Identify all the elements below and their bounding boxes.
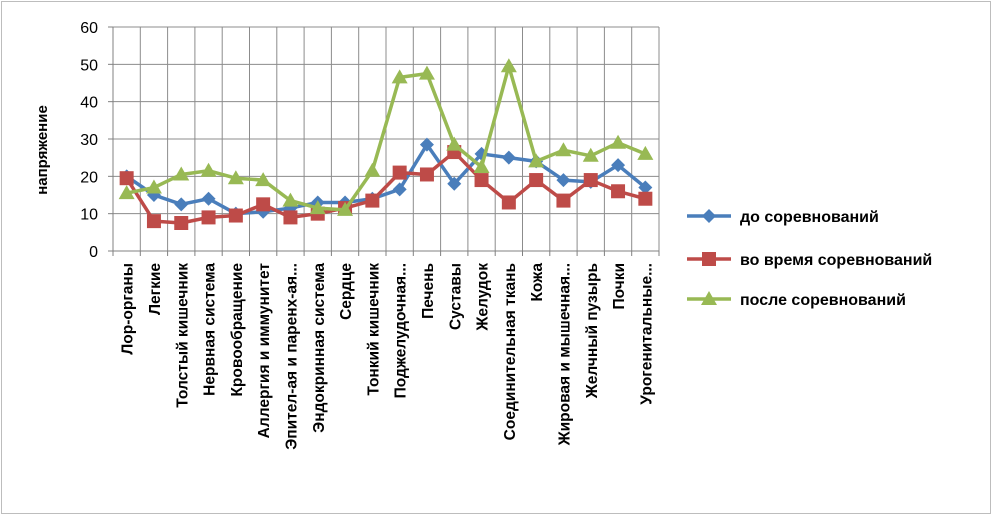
data-point-triangle — [637, 145, 654, 160]
data-point-triangle — [701, 291, 717, 305]
data-point-diamond — [201, 191, 216, 206]
x-category-label: Тонкий кишечник — [365, 263, 382, 396]
data-point-triangle — [364, 162, 381, 177]
data-point-square — [702, 252, 716, 266]
x-category-label: Лор-органы — [120, 263, 137, 355]
data-point-square — [529, 173, 544, 188]
data-point-diamond — [174, 197, 189, 212]
data-point-square — [365, 193, 380, 208]
series-3 — [118, 58, 654, 216]
data-point-triangle — [145, 179, 162, 194]
data-point-square — [638, 191, 653, 206]
legend-label: во время соревнований — [740, 252, 932, 269]
data-point-square — [556, 193, 571, 208]
legend-item: до соревнований — [687, 209, 879, 226]
y-tick-label: 40 — [80, 95, 98, 112]
data-point-diamond — [419, 137, 434, 152]
data-point-triangle — [200, 162, 217, 177]
data-point-triangle — [227, 170, 244, 185]
legend-label: после соревнований — [740, 292, 906, 309]
data-point-square — [501, 195, 516, 210]
x-category-label: Аллергия и иммунитет — [256, 263, 273, 439]
data-point-triangle — [309, 200, 326, 215]
data-point-triangle — [173, 166, 190, 181]
data-point-triangle — [255, 172, 272, 187]
data-point-diamond — [556, 173, 571, 188]
axes — [108, 26, 660, 256]
data-point-square — [474, 173, 489, 188]
legend-item: во время соревнований — [687, 252, 932, 269]
series-line — [125, 142, 647, 216]
series-group — [118, 58, 654, 230]
x-category-label: Соединительная ткань — [502, 263, 519, 440]
data-point-diamond — [702, 209, 716, 223]
data-point-square — [283, 210, 298, 225]
y-tick-label: 20 — [80, 169, 98, 186]
data-point-triangle — [500, 58, 517, 73]
x-category-label: Нервная система — [202, 263, 219, 396]
x-category-label: Легкие — [147, 263, 164, 315]
x-category-label: Почки — [611, 263, 628, 310]
data-point-diamond — [611, 158, 626, 173]
data-point-triangle — [582, 147, 599, 162]
data-point-triangle — [118, 185, 135, 200]
y-tick-label: 50 — [80, 57, 98, 74]
x-category-label: Кожа — [529, 263, 546, 302]
x-category-label: Кровообращение — [229, 263, 246, 397]
y-tick-label: 30 — [80, 132, 98, 149]
data-point-square — [228, 208, 243, 223]
data-point-triangle — [391, 69, 408, 84]
y-axis-label: напряжение — [34, 105, 51, 195]
x-category-label: Жировая и мышечная... — [556, 263, 573, 446]
data-point-square — [392, 165, 407, 180]
data-point-square — [174, 216, 189, 230]
data-point-square — [256, 197, 271, 212]
data-point-triangle — [610, 134, 627, 149]
data-point-diamond — [638, 180, 653, 195]
x-category-labels: Лор-органы Легкие Толстый кишечник Нервная … — [120, 263, 656, 450]
x-category-label: Желудок — [475, 263, 492, 332]
data-point-triangle — [446, 136, 463, 151]
data-point-square — [201, 210, 216, 225]
data-point-triangle — [555, 142, 572, 157]
x-category-label: Желчный пузырь — [584, 263, 601, 399]
y-tick-labels: 0 10 20 30 40 50 60 — [80, 20, 98, 261]
data-point-square — [419, 167, 434, 182]
data-point-square — [119, 171, 134, 186]
data-point-diamond — [447, 176, 462, 191]
y-tick-label: 10 — [80, 207, 98, 224]
x-category-label: Эндокринная система — [311, 263, 328, 433]
data-point-diamond — [501, 150, 516, 165]
x-category-label: Сердце — [338, 263, 355, 320]
data-point-triangle — [473, 159, 490, 173]
series-2 — [119, 145, 653, 230]
x-category-label: Эпител-ая и паренх-ая... — [283, 263, 300, 450]
data-point-diamond — [392, 182, 407, 197]
y-tick-label: 60 — [80, 20, 98, 37]
x-category-label: Поджелудочная... — [393, 263, 410, 398]
x-category-label: Урогенитальные... — [638, 263, 655, 405]
legend: до соревнований во время соревнований посл… — [687, 209, 932, 309]
legend-item: после соревнований — [687, 291, 906, 309]
data-point-triangle — [528, 153, 545, 168]
legend-label: до соревнований — [740, 209, 879, 226]
x-category-label: Толстый кишечник — [174, 263, 191, 408]
data-point-square — [146, 214, 161, 229]
data-point-triangle — [337, 201, 354, 216]
data-point-square — [583, 173, 598, 188]
y-tick-label: 0 — [89, 244, 98, 261]
data-point-square — [611, 184, 626, 199]
data-point-triangle — [418, 65, 435, 80]
x-category-label: Суставы — [447, 263, 464, 330]
data-point-triangle — [282, 192, 299, 207]
gridlines — [113, 26, 660, 251]
x-category-label: Печень — [420, 263, 437, 319]
